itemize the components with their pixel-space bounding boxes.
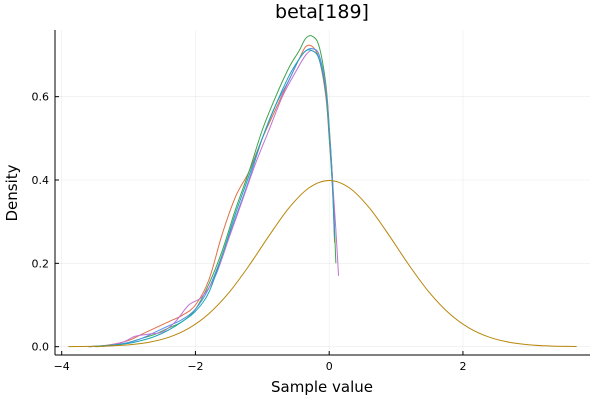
density-line-2 [95, 35, 337, 348]
ticks: −4 −2 0 2 0.0 0.2 0.4 0.6 [32, 91, 467, 373]
y-axis-title: Density [3, 164, 21, 221]
y-tick-label: 0.4 [32, 174, 50, 187]
x-tick-label: 0 [326, 360, 333, 373]
x-axis-title: Sample value [271, 378, 373, 396]
grid [55, 30, 590, 355]
y-tick-label: 0.2 [32, 257, 50, 270]
density-line-5 [88, 49, 336, 348]
chart-title: beta[189] [275, 1, 369, 23]
density-line-6 [68, 179, 577, 348]
x-tick-label: −2 [187, 360, 203, 373]
y-tick-label: 0.6 [32, 91, 50, 104]
x-tick-label: −4 [54, 360, 70, 373]
x-tick-label: 2 [459, 360, 466, 373]
density-line-1 [88, 44, 336, 348]
y-tick-label: 0.0 [32, 341, 50, 354]
series [68, 35, 577, 348]
axes [54, 30, 590, 356]
